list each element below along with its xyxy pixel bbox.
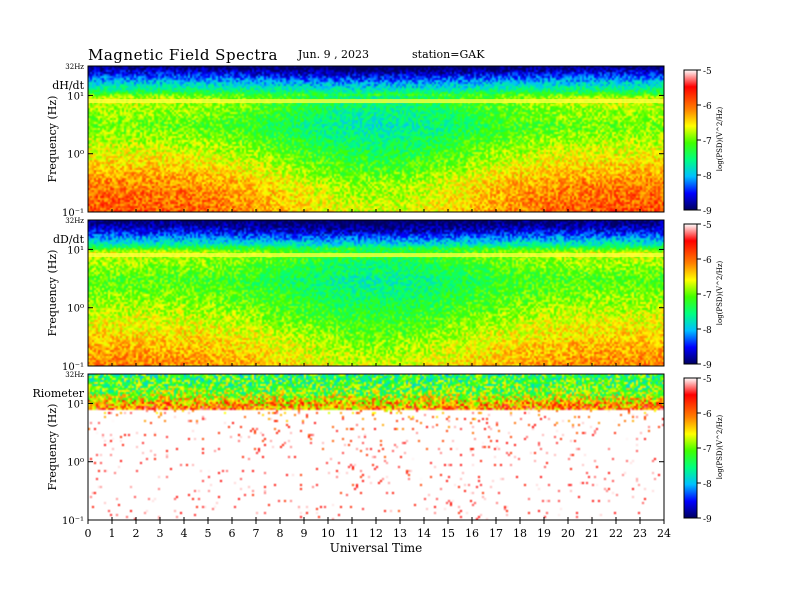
y-axis-label: Frequency (Hz) <box>46 404 59 491</box>
x-tick-label: 1 <box>109 527 116 540</box>
colorbar-tick-label: -9 <box>703 207 712 217</box>
y-top-label: 32Hz <box>65 217 84 225</box>
x-axis-label: Universal Time <box>330 541 423 555</box>
y-tick-label: 10⁻¹ <box>62 208 84 219</box>
x-tick-label: 22 <box>609 527 623 540</box>
x-tick-label: 16 <box>465 527 479 540</box>
band-line <box>88 253 664 258</box>
colorbar-label: log(PSD)(V^2/Hz) <box>716 260 724 325</box>
panel-0: dH/dt 32Hz 10¹ 10⁰ 10⁻¹ Frequency (Hz) <box>46 63 665 219</box>
colorbar-tick-label: -5 <box>703 67 712 77</box>
y-tick-label: 10¹ <box>67 245 84 256</box>
colorbar-tick-label: -5 <box>703 375 712 385</box>
x-tick-label: 13 <box>393 527 407 540</box>
y-tick-label: 10¹ <box>67 91 84 102</box>
colorbar-tick-label: -6 <box>703 410 712 420</box>
x-tick-label: 3 <box>157 527 164 540</box>
x-tick-label: 11 <box>345 527 359 540</box>
colorbar-tick-label: -9 <box>703 361 712 371</box>
x-tick-label: 12 <box>369 527 383 540</box>
y-axis-label: Frequency (Hz) <box>46 96 59 183</box>
chart-title: Magnetic Field Spectra <box>88 46 278 64</box>
y-tick-label: 10⁻¹ <box>62 362 84 373</box>
x-tick-label: 15 <box>441 527 455 540</box>
colorbar-tick-label: -5 <box>703 221 712 231</box>
panel-2: Riometer 32Hz 10¹ 10⁰ 10⁻¹ Frequency (Hz) <box>32 371 665 527</box>
y-top-label: 32Hz <box>65 63 84 71</box>
panel-label: dD/dt <box>53 233 85 246</box>
colorbar-2: -5 -6 -7 -8 -9 log(PSD)(V^2/Hz) <box>683 375 724 525</box>
x-tick-label: 6 <box>229 527 236 540</box>
x-tick-label: 23 <box>633 527 647 540</box>
x-tick-label: 4 <box>181 527 188 540</box>
panel-label: Riometer <box>32 387 84 400</box>
y-tick-label: 10⁰ <box>67 304 84 315</box>
y-axis-label: Frequency (Hz) <box>46 250 59 337</box>
x-tick-label: 0 <box>85 527 92 540</box>
spectrogram-0 <box>88 66 664 212</box>
colorbar-tick-label: -8 <box>703 172 712 182</box>
x-tick-label: 9 <box>301 527 308 540</box>
x-tick-label: 24 <box>657 527 671 540</box>
x-tick-label: 20 <box>561 527 575 540</box>
colorbar-1: -5 -6 -7 -8 -9 log(PSD)(V^2/Hz) <box>683 221 724 371</box>
y-tick-label: 10⁰ <box>67 150 84 161</box>
colorbar-tick-label: -6 <box>703 256 712 266</box>
colorbar-tick-label: -8 <box>703 326 712 336</box>
colorbar-tick-label: -8 <box>703 480 712 490</box>
x-tick-label: 21 <box>585 527 599 540</box>
x-tick-label: 5 <box>205 527 212 540</box>
colorbar-tick-label: -9 <box>703 515 712 525</box>
x-tick-label: 17 <box>489 527 503 540</box>
colorbar-label: log(PSD)(V^2/Hz) <box>716 414 724 479</box>
panel-label: dH/dt <box>52 79 84 92</box>
colorbar-0: -5 -6 -7 -8 -9 log(PSD)(V^2/Hz) <box>683 67 724 217</box>
x-tick-label: 7 <box>253 527 260 540</box>
colorbar-tick-label: -7 <box>703 445 712 455</box>
x-tick-label: 18 <box>513 527 527 540</box>
x-tick-label: 2 <box>133 527 140 540</box>
colorbar-tick-label: -7 <box>703 137 712 147</box>
colorbar-tick-label: -6 <box>703 102 712 112</box>
spectrogram-1 <box>88 220 664 366</box>
colorbar-label: log(PSD)(V^2/Hz) <box>716 106 724 171</box>
x-tick-label: 10 <box>321 527 335 540</box>
band-line <box>88 99 664 104</box>
panel-1: dD/dt 32Hz 10¹ 10⁰ 10⁻¹ Frequency (Hz) <box>46 217 665 373</box>
station-label: station=GAK <box>412 48 485 61</box>
y-tick-label: 10¹ <box>67 399 84 410</box>
y-tick-label: 10⁰ <box>67 458 84 469</box>
date-label: Jun. 9 , 2023 <box>298 48 370 61</box>
spectrogram-2 <box>88 374 664 520</box>
y-tick-label: 10⁻¹ <box>62 516 84 527</box>
y-top-label: 32Hz <box>65 371 84 379</box>
x-tick-label: 19 <box>537 527 551 540</box>
x-tick-label: 8 <box>277 527 284 540</box>
colorbar-tick-label: -7 <box>703 291 712 301</box>
x-tick-label: 14 <box>417 527 431 540</box>
